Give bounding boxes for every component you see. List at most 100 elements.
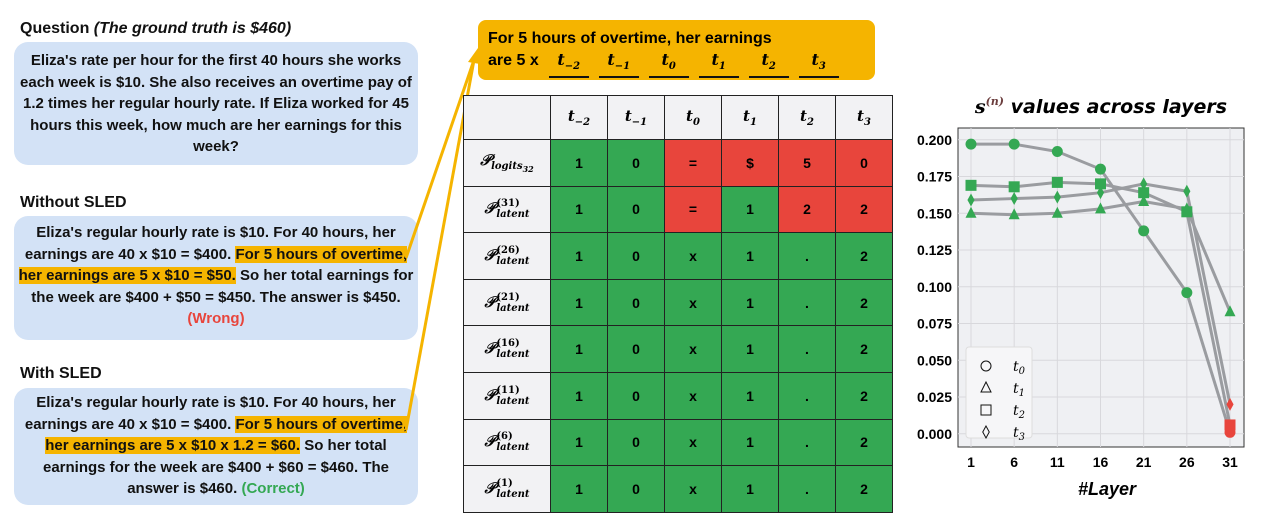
y-tick-label: 0.200: [917, 132, 952, 148]
data-point: [1138, 195, 1150, 207]
y-tick-label: 0.100: [917, 279, 952, 295]
y-tick-label: 0.075: [917, 316, 952, 332]
token-cell: 1: [721, 465, 779, 513]
token-cell: 0: [607, 278, 665, 327]
data-point: [1095, 163, 1106, 175]
column-header: t3: [835, 95, 893, 140]
table-row: 𝒫 (11) latent 1 0 x 1. 2: [463, 371, 893, 420]
row-label: 𝒫logits32: [463, 139, 551, 187]
token-cell: 2: [835, 185, 893, 234]
data-point: [1051, 176, 1063, 188]
x-tick-label: 6: [1010, 454, 1018, 470]
overtime-callout: For 5 hours of overtime, her earnings ar…: [478, 20, 875, 80]
x-tick-label: 11: [1050, 454, 1065, 470]
y-tick-label: 0.000: [917, 426, 952, 442]
token-cell: x: [664, 371, 722, 420]
token-cell: 0: [607, 232, 665, 280]
table-row: 𝒫 (31) latent 1 0 = 1 2 2: [463, 185, 893, 234]
y-tick-label: 0.050: [917, 352, 952, 368]
token-cell: 1: [550, 371, 608, 420]
data-point: [1051, 206, 1063, 218]
token-cell: 2: [778, 185, 836, 234]
token-cell: 0: [607, 325, 665, 373]
chart-title: s(n) values across layers: [974, 95, 1227, 118]
token-cell: x: [664, 418, 722, 467]
row-label: 𝒫 (16) latent: [463, 325, 551, 373]
data-point: [1008, 181, 1020, 193]
row-label: 𝒫 (21) latent: [463, 278, 551, 327]
token-blank: t0: [648, 50, 689, 79]
token-blank: t2: [748, 50, 789, 79]
token-cell: 2: [835, 465, 893, 513]
question-box: Eliza's rate per hour for the first 40 h…: [14, 42, 418, 165]
table-row: 𝒫 (6) latent 1 0 x 1. 2: [463, 418, 893, 467]
data-point: [965, 206, 977, 218]
s-values-chart: s(n) values across layers 0.000 0.025 0.050…: [917, 95, 1245, 499]
row-label: 𝒫 (11) latent: [463, 371, 551, 420]
data-point: [1138, 187, 1150, 199]
token-cell: .: [778, 278, 836, 327]
y-tick-label: 0.025: [917, 389, 952, 405]
corner-cell: [463, 95, 551, 140]
token-cell: .: [778, 418, 836, 467]
y-tick-label: 0.125: [917, 242, 952, 258]
legend-marker: [980, 360, 992, 372]
data-point: [1138, 225, 1150, 237]
y-tick-label: 0.150: [917, 205, 952, 221]
without-sled-heading: Without SLED: [20, 194, 127, 211]
legend-marker: [980, 380, 992, 393]
token-table: t−2 t−1 t0 t1 t2 t3 𝒫logits32 1 0 = $5 0 𝒫 (31) latent…: [463, 95, 893, 513]
x-axis-label: #Layer: [1078, 479, 1137, 499]
legend-marker: [980, 404, 992, 416]
token-cell: 2: [835, 325, 893, 373]
token-cell: .: [778, 465, 836, 513]
token-cell: x: [664, 465, 722, 513]
token-cell: x: [664, 232, 722, 280]
token-cell: x: [664, 278, 722, 327]
column-header: t2: [778, 95, 836, 140]
column-header: t−1: [607, 95, 665, 140]
token-cell: 1: [550, 465, 608, 513]
data-point: [1008, 208, 1020, 220]
data-point: [967, 193, 975, 207]
data-point: [1224, 305, 1236, 317]
table-row: 𝒫logits32 1 0 = $5 0: [463, 139, 893, 187]
row-label: 𝒫 (31) latent: [463, 185, 551, 234]
column-header: t1: [721, 95, 779, 140]
column-header: t−2: [550, 95, 608, 140]
token-cell: 1: [721, 325, 779, 373]
token-cell: x: [664, 325, 722, 373]
token-cell: 0: [607, 185, 665, 234]
token-cell: 2: [835, 278, 893, 327]
table-row: 𝒫 (26) latent 1 0 x 1. 2: [463, 232, 893, 280]
table-row: 𝒫 (16) latent 1 0 x 1. 2: [463, 325, 893, 373]
token-cell: 5: [778, 139, 836, 187]
row-label: 𝒫 (6) latent: [463, 418, 551, 467]
data-point: [965, 179, 977, 191]
column-header: t0: [664, 95, 722, 140]
x-tick-label: 16: [1093, 454, 1109, 470]
data-point: [965, 138, 977, 150]
x-tick-label: 26: [1179, 454, 1195, 470]
correct-label: (Correct): [241, 480, 305, 497]
token-cell: 1: [721, 232, 779, 280]
token-cell: 1: [721, 278, 779, 327]
data-point: [1226, 397, 1234, 411]
data-point: [1051, 146, 1063, 158]
token-cell: 2: [835, 418, 893, 467]
with-sled-heading: With SLED: [20, 365, 102, 382]
token-cell: 0: [607, 139, 665, 187]
token-cell: 1: [550, 325, 608, 373]
x-tick-label: 1: [967, 454, 975, 470]
token-cell: =: [664, 185, 722, 234]
x-tick-label: 31: [1222, 454, 1238, 470]
token-cell: 2: [835, 371, 893, 420]
token-cell: 0: [835, 139, 893, 187]
table-row: 𝒫 (21) latent 1 0 x 1. 2: [463, 278, 893, 327]
token-cell: 1: [721, 371, 779, 420]
table-row: 𝒫 (1) latent 1 0 x 1. 2: [463, 465, 893, 513]
without-sled-box: Eliza's regular hourly rate is $10. For …: [14, 216, 418, 340]
wrong-label: (Wrong): [187, 310, 245, 327]
token-cell: =: [664, 139, 722, 187]
data-point: [1224, 419, 1236, 431]
